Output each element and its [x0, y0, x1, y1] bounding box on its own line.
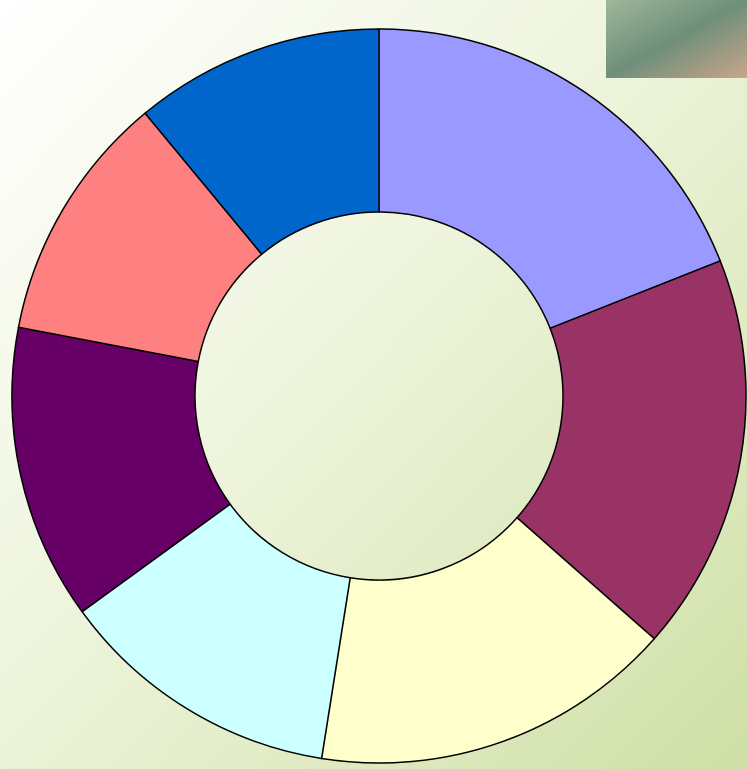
- photo: [606, 0, 747, 78]
- donut-slice: [320, 516, 656, 764]
- donut: [11, 28, 747, 764]
- donut-slice: [515, 259, 747, 640]
- donut-slice: [81, 503, 352, 760]
- donut-slice: [11, 326, 232, 613]
- donut-slice: [144, 28, 380, 256]
- donut-slice: [378, 28, 722, 330]
